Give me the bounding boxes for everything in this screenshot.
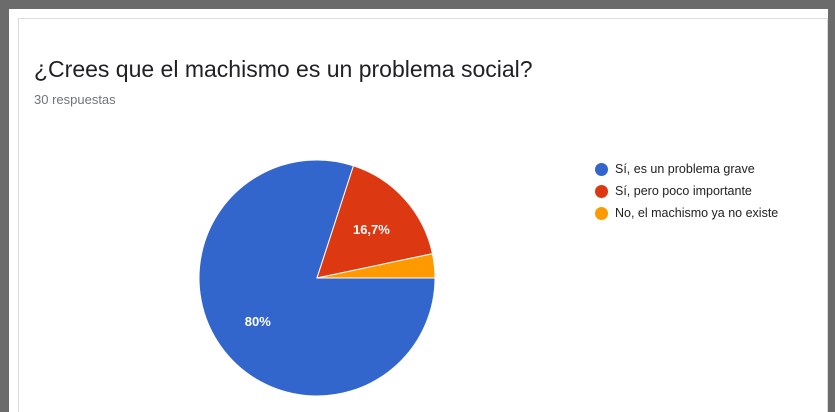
slice-label-2: 16,7% bbox=[353, 222, 390, 237]
legend-swatch bbox=[595, 162, 608, 176]
chart-legend: Sí, es un problema grave Sí, pero poco im… bbox=[595, 158, 778, 224]
pie-slice-3[interactable] bbox=[316, 253, 436, 279]
slice-label-1: 80% bbox=[245, 314, 271, 329]
legend-label: No, el machismo ya no existe bbox=[615, 206, 779, 220]
legend-item-1[interactable]: Sí, es un problema grave bbox=[595, 158, 778, 180]
pie-slice-2[interactable] bbox=[316, 165, 434, 279]
pie-chart: 80% 16,7% bbox=[198, 159, 436, 397]
question-title: ¿Crees que el machismo es un problema so… bbox=[34, 56, 533, 82]
response-count: 30 respuestas bbox=[34, 92, 116, 107]
legend-item-3[interactable]: No, el machismo ya no existe bbox=[595, 202, 778, 224]
legend-label: Sí, pero poco importante bbox=[615, 184, 752, 198]
legend-label: Sí, es un problema grave bbox=[615, 162, 755, 176]
legend-item-2[interactable]: Sí, pero poco importante bbox=[595, 180, 778, 202]
question-card bbox=[18, 18, 828, 412]
legend-swatch bbox=[595, 184, 608, 198]
legend-swatch bbox=[595, 206, 608, 220]
pie-slice-1[interactable] bbox=[198, 159, 436, 397]
